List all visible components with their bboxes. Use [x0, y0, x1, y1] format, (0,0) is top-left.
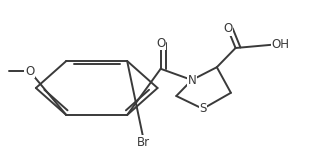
Text: Br: Br — [137, 136, 150, 149]
Text: OH: OH — [271, 38, 290, 51]
Text: N: N — [188, 73, 196, 87]
Text: S: S — [199, 102, 207, 115]
Text: O: O — [25, 65, 34, 78]
Text: O: O — [156, 37, 165, 50]
Text: O: O — [223, 22, 232, 35]
